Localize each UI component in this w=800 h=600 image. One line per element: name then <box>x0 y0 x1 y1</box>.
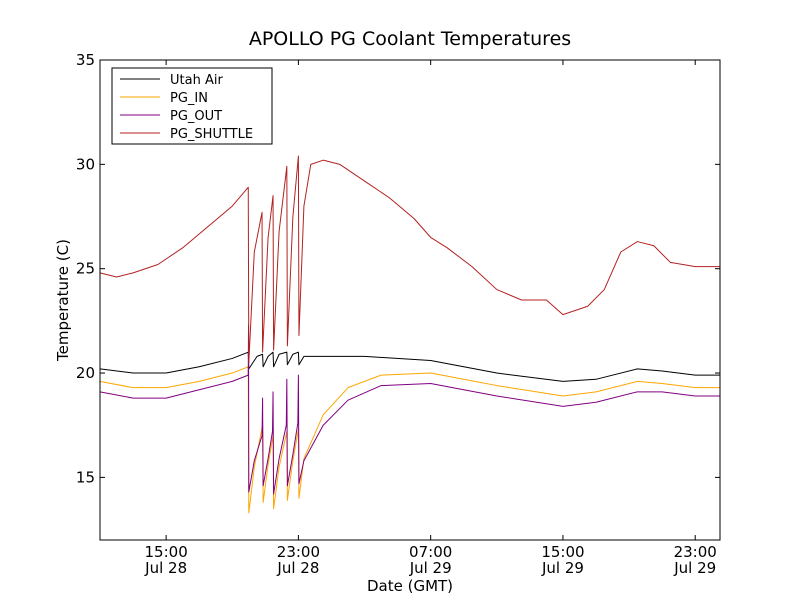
y-tick-label: 20 <box>76 364 95 382</box>
y-tick-label: 25 <box>76 260 95 278</box>
x-tick-label-date: Jul 28 <box>144 559 187 577</box>
y-tick-label: 30 <box>76 155 95 173</box>
y-tick-label: 35 <box>76 51 95 69</box>
legend-label-pg-in: PG_IN <box>170 91 208 106</box>
legend-label-utah-air: Utah Air <box>170 73 223 88</box>
x-axis-label: Date (GMT) <box>367 577 453 595</box>
x-tick-label-date: Jul 28 <box>276 559 319 577</box>
legend-box <box>111 67 273 145</box>
series-line-pg-shuttle <box>99 155 720 364</box>
x-tick-label-date: Jul 29 <box>409 559 452 577</box>
series-layer <box>99 155 720 514</box>
x-tick-label-date: Jul 29 <box>541 559 584 577</box>
y-axis-label: Temperature (C) <box>54 239 72 362</box>
x-tick-label-time: 07:00 <box>409 543 452 561</box>
y-tick-label: 15 <box>76 468 95 486</box>
series-line-utah-air <box>99 351 720 382</box>
chart-title: APOLLO PG Coolant Temperatures <box>249 28 571 50</box>
legend-label-pg-out: PG_OUT <box>170 109 222 124</box>
plot-frame <box>99 59 721 541</box>
x-tick-label-time: 15:00 <box>145 543 188 561</box>
x-tick-label-time: 15:00 <box>541 543 584 561</box>
x-tick-label-time: 23:00 <box>277 543 320 561</box>
legend-label-pg-shuttle: PG_SHUTTLE <box>170 127 253 142</box>
y-axis: 15 20 25 30 35 <box>76 51 720 486</box>
x-tick-label-date: Jul 29 <box>673 559 716 577</box>
x-tick-label-time: 23:00 <box>674 543 717 561</box>
legend: Utah Air PG_IN PG_OUT PG_SHUTTLE <box>111 67 273 145</box>
